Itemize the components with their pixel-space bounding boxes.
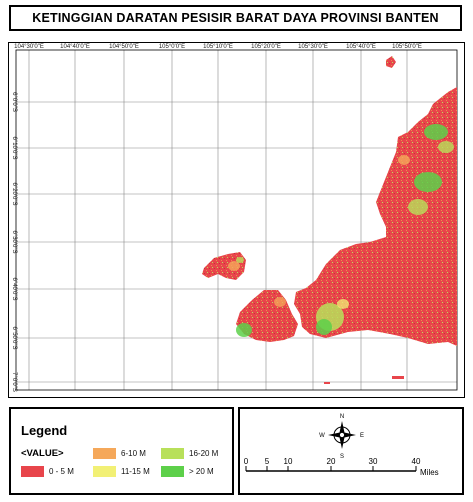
legend-item-label: > 20 M (189, 467, 214, 476)
legend-item: 0 - 5 M (21, 466, 74, 477)
elevation-patch (408, 199, 428, 215)
legend-field-name: <VALUE> (21, 448, 64, 459)
legend-panel: Legend <VALUE> 0 - 5 M 6-10 M 11-15 M 16… (9, 407, 234, 495)
lat-label: 6°40'0"S (11, 277, 17, 300)
scale-tick-label: 40 (412, 457, 421, 466)
lon-label: 104°30'0"E (14, 44, 44, 50)
scale-tick-label: 20 (327, 457, 336, 466)
lon-label: 105°20'0"E (251, 44, 281, 50)
scale-tick-label: 10 (284, 457, 293, 466)
legend-title: Legend (21, 423, 68, 438)
elevation-patch (438, 141, 454, 153)
legend-item-label: 0 - 5 M (49, 467, 74, 476)
elevation-patch (398, 155, 410, 165)
map-canvas: 104°30'0"E 104°40'0"E 104°50'0"E 105°0'0… (8, 42, 465, 398)
elevation-patch (424, 124, 448, 140)
scale-tick-label: 5 (265, 457, 270, 466)
lon-label: 105°0'0"E (159, 44, 185, 50)
scale-bar (245, 466, 417, 472)
latitude-labels: 6°0'0"S 6°10'0"S 6°20'0"S 6°30'0"S 6°40'… (11, 92, 17, 392)
elevation-patch (274, 297, 286, 307)
elevation-patch (236, 323, 252, 337)
legend-item: 6-10 M (93, 448, 146, 459)
scale-tick-label: 30 (369, 457, 378, 466)
elevation-patch (414, 172, 442, 192)
longitude-labels: 104°30'0"E 104°40'0"E 104°50'0"E 105°0'0… (14, 44, 422, 50)
scale-tick-label: 0 (244, 457, 249, 466)
compass-rose-icon (328, 421, 356, 449)
elevation-patch (236, 257, 244, 263)
land-mainland (294, 87, 457, 346)
legend-item-label: 6-10 M (121, 449, 146, 458)
legend-swatch (93, 448, 116, 459)
elevation-patch (316, 319, 332, 335)
map-frame: 104°30'0"E 104°40'0"E 104°50'0"E 105°0'0… (8, 42, 465, 398)
lon-label: 105°30'0"E (298, 44, 328, 50)
elevation-patch (228, 261, 240, 271)
elevation-patch (337, 299, 349, 309)
legend-item: > 20 M (161, 466, 214, 477)
lon-label: 105°10'0"E (203, 44, 233, 50)
scale-unit-label: Miles (420, 468, 439, 477)
land-island (202, 252, 246, 280)
compass-west-label: W (319, 433, 325, 439)
lon-label: 104°50'0"E (109, 44, 139, 50)
legend-swatch (21, 466, 44, 477)
lat-label: 6°50'0"S (11, 326, 17, 349)
compass-south-label: S (340, 454, 344, 460)
land-islet (324, 382, 330, 384)
legend-swatch (161, 448, 184, 459)
legend-swatch (161, 466, 184, 477)
land-islet (392, 376, 404, 379)
lat-label: 7°0'0"S (11, 372, 17, 392)
compass-east-label: E (360, 433, 364, 439)
legend-swatch (93, 466, 116, 477)
lon-label: 105°40'0"E (346, 44, 376, 50)
scale-compass-panel: N S E W 0 5 10 20 30 40 Miles (238, 407, 464, 495)
land-islet (386, 56, 396, 68)
legend-item-label: 16-20 M (189, 449, 219, 458)
legend-item: 11-15 M (93, 466, 150, 477)
legend-item: 16-20 M (161, 448, 218, 459)
lon-label: 104°40'0"E (60, 44, 90, 50)
map-title: KETINGGIAN DARATAN PESISIR BARAT DAYA PR… (32, 11, 439, 25)
lat-label: 6°0'0"S (11, 92, 17, 112)
legend-item-label: 11-15 M (121, 467, 150, 476)
lon-label: 105°50'0"E (392, 44, 422, 50)
lat-label: 6°10'0"S (11, 136, 17, 159)
lat-label: 6°30'0"S (11, 230, 17, 253)
map-title-box: KETINGGIAN DARATAN PESISIR BARAT DAYA PR… (9, 5, 462, 31)
scale-compass-canvas: N S E W 0 5 10 20 30 40 Miles (244, 414, 439, 477)
compass-north-label: N (340, 414, 344, 420)
lat-label: 6°20'0"S (11, 182, 17, 205)
elevation-patches (316, 124, 454, 335)
